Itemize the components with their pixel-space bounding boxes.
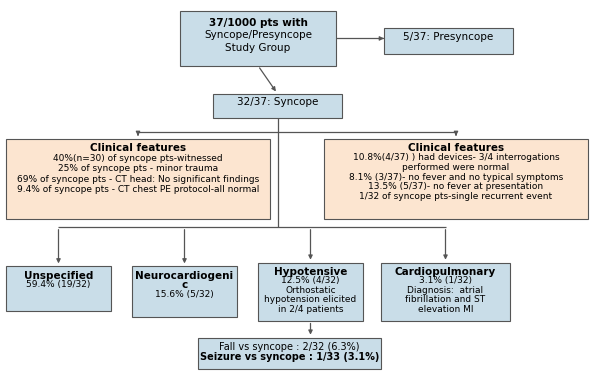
- FancyBboxPatch shape: [180, 11, 336, 66]
- FancyBboxPatch shape: [198, 338, 381, 369]
- Text: Hypotensive: Hypotensive: [274, 267, 347, 277]
- Text: 12.5% (4/32): 12.5% (4/32): [281, 276, 340, 285]
- FancyBboxPatch shape: [384, 28, 513, 54]
- Text: 5/37: Presyncope: 5/37: Presyncope: [403, 33, 494, 42]
- Text: Fall vs syncope : 2/32 (6.3%): Fall vs syncope : 2/32 (6.3%): [219, 342, 360, 352]
- FancyBboxPatch shape: [258, 262, 363, 321]
- Text: 9.4% of syncope pts - CT chest PE protocol-all normal: 9.4% of syncope pts - CT chest PE protoc…: [17, 185, 259, 194]
- FancyBboxPatch shape: [132, 266, 237, 317]
- Text: Cardiopulmonary: Cardiopulmonary: [395, 267, 496, 277]
- Text: performed were normal: performed were normal: [403, 163, 509, 172]
- Text: 1/32 of syncope pts-single recurrent event: 1/32 of syncope pts-single recurrent eve…: [359, 192, 553, 201]
- Text: Neurocardiogeni: Neurocardiogeni: [136, 271, 233, 281]
- FancyBboxPatch shape: [324, 139, 588, 219]
- Text: Orthostatic: Orthostatic: [285, 286, 336, 295]
- Text: Clinical features: Clinical features: [408, 143, 504, 153]
- FancyBboxPatch shape: [6, 139, 270, 219]
- Text: 15.6% (5/32): 15.6% (5/32): [155, 290, 214, 298]
- Text: c: c: [181, 280, 188, 290]
- Text: Unspecified: Unspecified: [24, 271, 93, 281]
- Text: Diagnosis:  atrial: Diagnosis: atrial: [407, 286, 484, 295]
- Text: 13.5% (5/37)- no fever at presentation: 13.5% (5/37)- no fever at presentation: [368, 182, 544, 191]
- Text: Clinical features: Clinical features: [90, 143, 186, 153]
- FancyBboxPatch shape: [381, 262, 510, 321]
- Text: Syncope/Presyncope: Syncope/Presyncope: [204, 30, 312, 40]
- FancyBboxPatch shape: [213, 94, 342, 118]
- Text: 59.4% (19/32): 59.4% (19/32): [26, 280, 91, 289]
- Text: 3.1% (1/32): 3.1% (1/32): [419, 276, 472, 285]
- Text: hypotension elicited: hypotension elicited: [265, 295, 356, 304]
- Text: fibrillation and ST: fibrillation and ST: [406, 295, 485, 304]
- Text: Seizure vs syncope : 1/33 (3.1%): Seizure vs syncope : 1/33 (3.1%): [200, 352, 379, 363]
- Text: Study Group: Study Group: [226, 43, 290, 53]
- Text: elevation MI: elevation MI: [418, 304, 473, 313]
- Text: 25% of syncope pts - minor trauma: 25% of syncope pts - minor trauma: [58, 164, 218, 173]
- Text: 32/37: Syncope: 32/37: Syncope: [237, 97, 318, 107]
- Text: in 2/4 patients: in 2/4 patients: [278, 304, 343, 313]
- Text: 40%(n=30) of syncope pts-witnessed: 40%(n=30) of syncope pts-witnessed: [53, 154, 223, 163]
- Text: 69% of syncope pts - CT head: No significant findings: 69% of syncope pts - CT head: No signifi…: [17, 175, 259, 184]
- Text: 37/1000 pts with: 37/1000 pts with: [209, 18, 307, 28]
- Text: 8.1% (3/37)- no fever and no typical symptoms: 8.1% (3/37)- no fever and no typical sym…: [349, 172, 563, 182]
- FancyBboxPatch shape: [6, 266, 111, 311]
- Text: 10.8%(4/37) ) had devices- 3/4 interrogations: 10.8%(4/37) ) had devices- 3/4 interroga…: [353, 153, 559, 162]
